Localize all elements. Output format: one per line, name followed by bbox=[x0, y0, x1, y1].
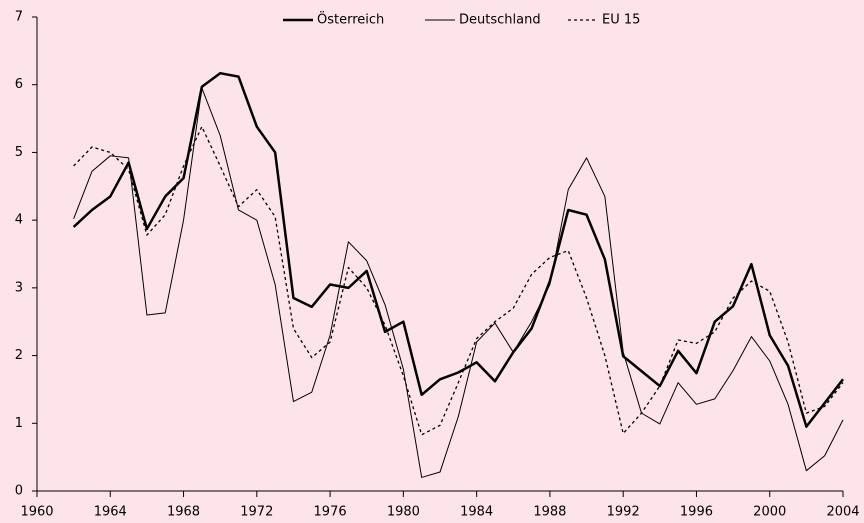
x-tick-label: 1972 bbox=[240, 505, 273, 520]
y-tick-label: 1 bbox=[15, 416, 23, 431]
series-line bbox=[73, 126, 844, 436]
legend-label: Deutschland bbox=[459, 13, 541, 28]
legend-label: Österreich bbox=[317, 11, 384, 28]
legend-label: EU 15 bbox=[602, 13, 640, 28]
x-tick-label: 1980 bbox=[387, 505, 420, 520]
series-line bbox=[73, 87, 844, 478]
x-tick-label: 1984 bbox=[460, 505, 493, 520]
y-tick-label: 5 bbox=[15, 145, 23, 160]
x-tick-label: 1992 bbox=[607, 505, 640, 520]
y-tick-label: 3 bbox=[15, 280, 23, 295]
series-line bbox=[72, 71, 844, 428]
x-tick-label: 1976 bbox=[314, 505, 347, 520]
y-tick-label: 4 bbox=[15, 213, 23, 228]
x-tick-label: 1960 bbox=[20, 505, 53, 520]
x-tick-label: 1968 bbox=[167, 505, 200, 520]
x-tick-label: 1996 bbox=[680, 505, 713, 520]
y-tick-label: 0 bbox=[15, 484, 23, 499]
y-tick-label: 6 bbox=[15, 77, 23, 92]
x-tick-label: 1988 bbox=[533, 505, 566, 520]
x-tick-label: 1964 bbox=[94, 505, 127, 520]
y-tick-label: 7 bbox=[15, 10, 23, 25]
y-tick-label: 2 bbox=[15, 348, 23, 363]
x-tick-label: 2004 bbox=[826, 505, 859, 520]
x-tick-label: 2000 bbox=[753, 505, 786, 520]
